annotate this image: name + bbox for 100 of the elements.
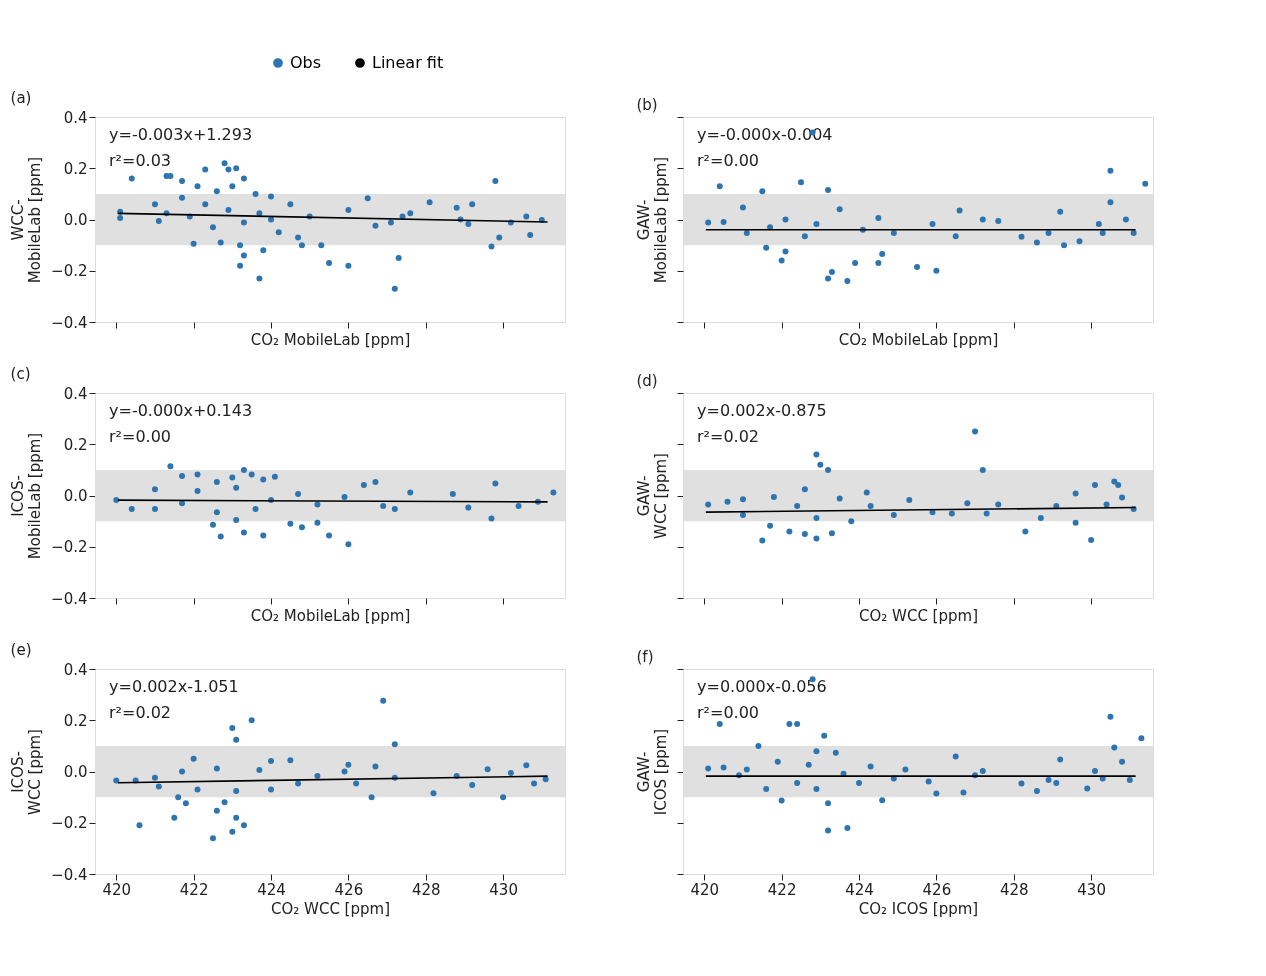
point — [879, 797, 886, 804]
point — [739, 511, 746, 518]
point — [739, 204, 746, 211]
y-axis-title: GAW- WCC [ppm] — [635, 453, 670, 539]
point — [821, 732, 828, 739]
point — [353, 780, 360, 787]
y-tick-label: 0.2 — [63, 435, 88, 454]
point — [194, 786, 201, 793]
point — [836, 495, 843, 502]
point — [743, 766, 750, 773]
point — [1045, 776, 1052, 783]
chart-title: (e) — [10, 641, 32, 659]
point — [890, 511, 897, 518]
point — [248, 471, 255, 478]
point — [879, 251, 886, 258]
point — [155, 783, 162, 790]
x-tick-label: 420 — [690, 880, 720, 899]
point — [430, 790, 437, 797]
point — [933, 790, 940, 797]
point — [763, 785, 770, 792]
point — [813, 748, 820, 755]
point — [256, 766, 263, 773]
point — [380, 697, 387, 704]
y-tick-label: 0.2 — [63, 711, 88, 730]
point — [763, 244, 770, 251]
annotation: r²=0.02 — [697, 427, 760, 446]
point — [1037, 515, 1044, 522]
point — [465, 504, 472, 511]
point — [813, 451, 820, 458]
point — [1122, 216, 1129, 223]
point — [759, 188, 766, 195]
point — [813, 785, 820, 792]
point — [1099, 230, 1106, 237]
annotation: y=-0.000x+0.143 — [109, 401, 253, 420]
point — [213, 765, 220, 772]
point — [179, 768, 186, 775]
x-tick-label: 430 — [489, 880, 518, 899]
point — [314, 519, 321, 526]
point — [1142, 180, 1149, 187]
x-tick-label: 422 — [179, 880, 209, 899]
point — [875, 214, 882, 221]
point — [360, 482, 367, 488]
point — [345, 761, 352, 768]
point — [515, 503, 522, 509]
point — [1091, 482, 1098, 488]
point — [863, 489, 870, 496]
point — [828, 269, 835, 276]
point — [1033, 787, 1040, 794]
point — [1076, 238, 1083, 245]
point — [890, 230, 897, 237]
point — [1103, 501, 1110, 508]
annotation: r²=0.03 — [109, 151, 172, 170]
point — [972, 428, 979, 435]
point — [906, 497, 913, 504]
point — [705, 765, 712, 772]
point — [179, 500, 186, 507]
point — [341, 768, 348, 775]
point — [484, 766, 491, 773]
point — [171, 814, 178, 821]
chart-title: (a) — [10, 89, 32, 107]
point — [782, 216, 789, 223]
y-tick-label: −0.2 — [51, 262, 88, 281]
annotation: y=-0.000x-0.004 — [697, 125, 833, 144]
point — [825, 800, 832, 807]
x-axis-title: CO₂ MobileLab [ppm] — [838, 331, 999, 349]
point — [867, 763, 874, 770]
point — [233, 787, 240, 794]
point — [1053, 780, 1060, 787]
point — [767, 522, 774, 529]
point — [449, 490, 456, 497]
point — [801, 233, 808, 240]
chart-title: (c) — [10, 365, 31, 383]
point — [113, 777, 120, 784]
point — [182, 800, 189, 807]
point — [326, 532, 333, 539]
point — [852, 260, 859, 267]
y-tick-label: −0.2 — [51, 538, 88, 557]
point — [778, 797, 785, 804]
point — [1057, 208, 1064, 215]
annotation: y=0.002x-1.051 — [109, 677, 239, 696]
annotation: y=-0.003x+1.293 — [109, 125, 253, 144]
point — [287, 757, 294, 764]
legend-label: Linear fit — [372, 53, 444, 72]
point — [786, 721, 793, 728]
point — [1119, 758, 1126, 765]
point — [929, 221, 936, 228]
chart-title: (d) — [636, 371, 658, 390]
x-axis-title: CO₂ ICOS [ppm] — [858, 899, 979, 918]
point — [217, 533, 224, 540]
point — [813, 221, 820, 228]
point — [797, 179, 804, 186]
point — [705, 501, 712, 508]
x-tick-label: 426 — [334, 880, 364, 899]
point — [151, 774, 158, 781]
point — [1138, 735, 1145, 742]
point — [825, 466, 832, 473]
point — [1072, 490, 1079, 497]
x-tick-label: 422 — [767, 880, 797, 899]
point — [1126, 776, 1133, 783]
point — [1130, 230, 1137, 237]
